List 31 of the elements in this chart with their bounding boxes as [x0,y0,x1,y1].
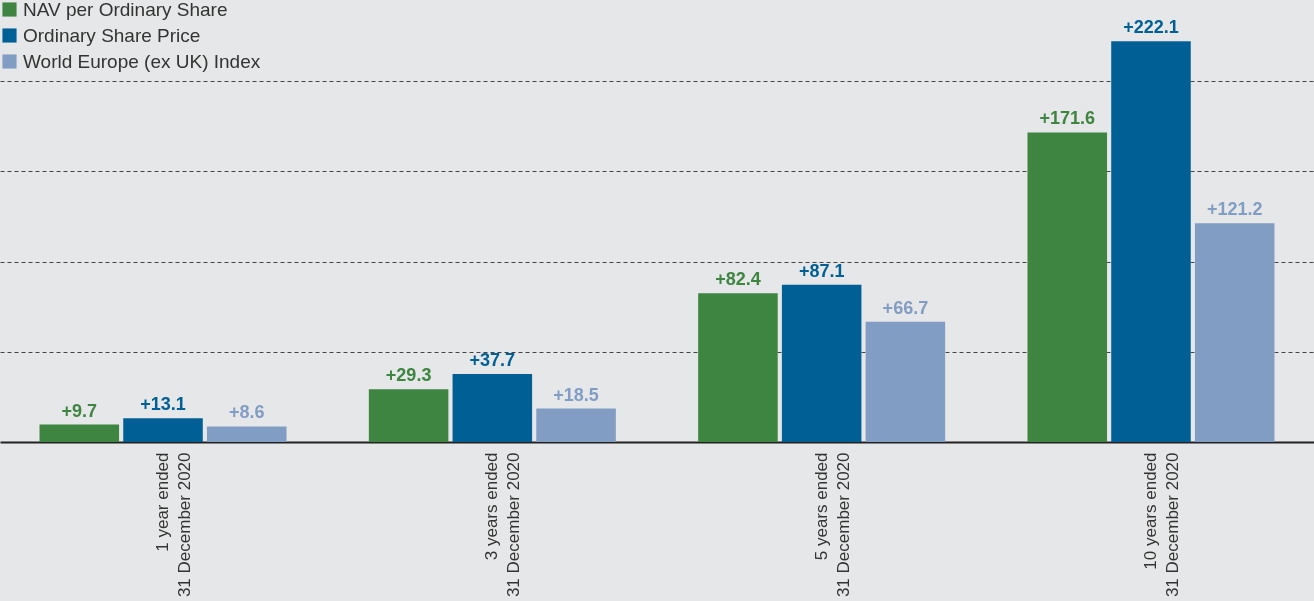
data-label: +87.1 [798,260,845,281]
legend-label: NAV per Ordinary Share [23,0,228,20]
bar [1027,132,1108,442]
bar [1111,41,1191,442]
legend-label: Ordinary Share Price [23,24,201,46]
data-label: +171.6 [1039,108,1096,129]
data-label: +13.1 [140,394,186,415]
data-label: +222.1 [1123,17,1179,38]
x-tick-label: 10 years ended 31 December 2020 [1140,452,1182,598]
bar [865,321,946,442]
data-label: +29.3 [385,365,432,386]
bar [698,293,778,442]
legend-label: World Europe (ex UK) Index [23,50,261,72]
bar [39,424,120,442]
data-label: +9.7 [61,400,98,421]
data-label: +8.6 [228,402,265,423]
bar [123,418,203,442]
bar [1194,223,1275,442]
data-label: +66.7 [882,297,929,318]
data-label: +37.7 [469,349,516,370]
x-tick-label: 3 years ended 31 December 2020 [482,452,524,598]
x-tick-label: 5 years ended 31 December 2020 [811,452,853,598]
bar [536,408,616,442]
data-label: +82.4 [715,269,761,290]
bar [206,426,287,442]
bar [452,373,533,442]
data-label: +121.2 [1206,199,1263,220]
x-tick-label: 1 year ended 31 December 2020 [153,452,195,598]
data-label: +18.5 [553,384,599,405]
bar [781,284,862,442]
bar [368,389,449,442]
